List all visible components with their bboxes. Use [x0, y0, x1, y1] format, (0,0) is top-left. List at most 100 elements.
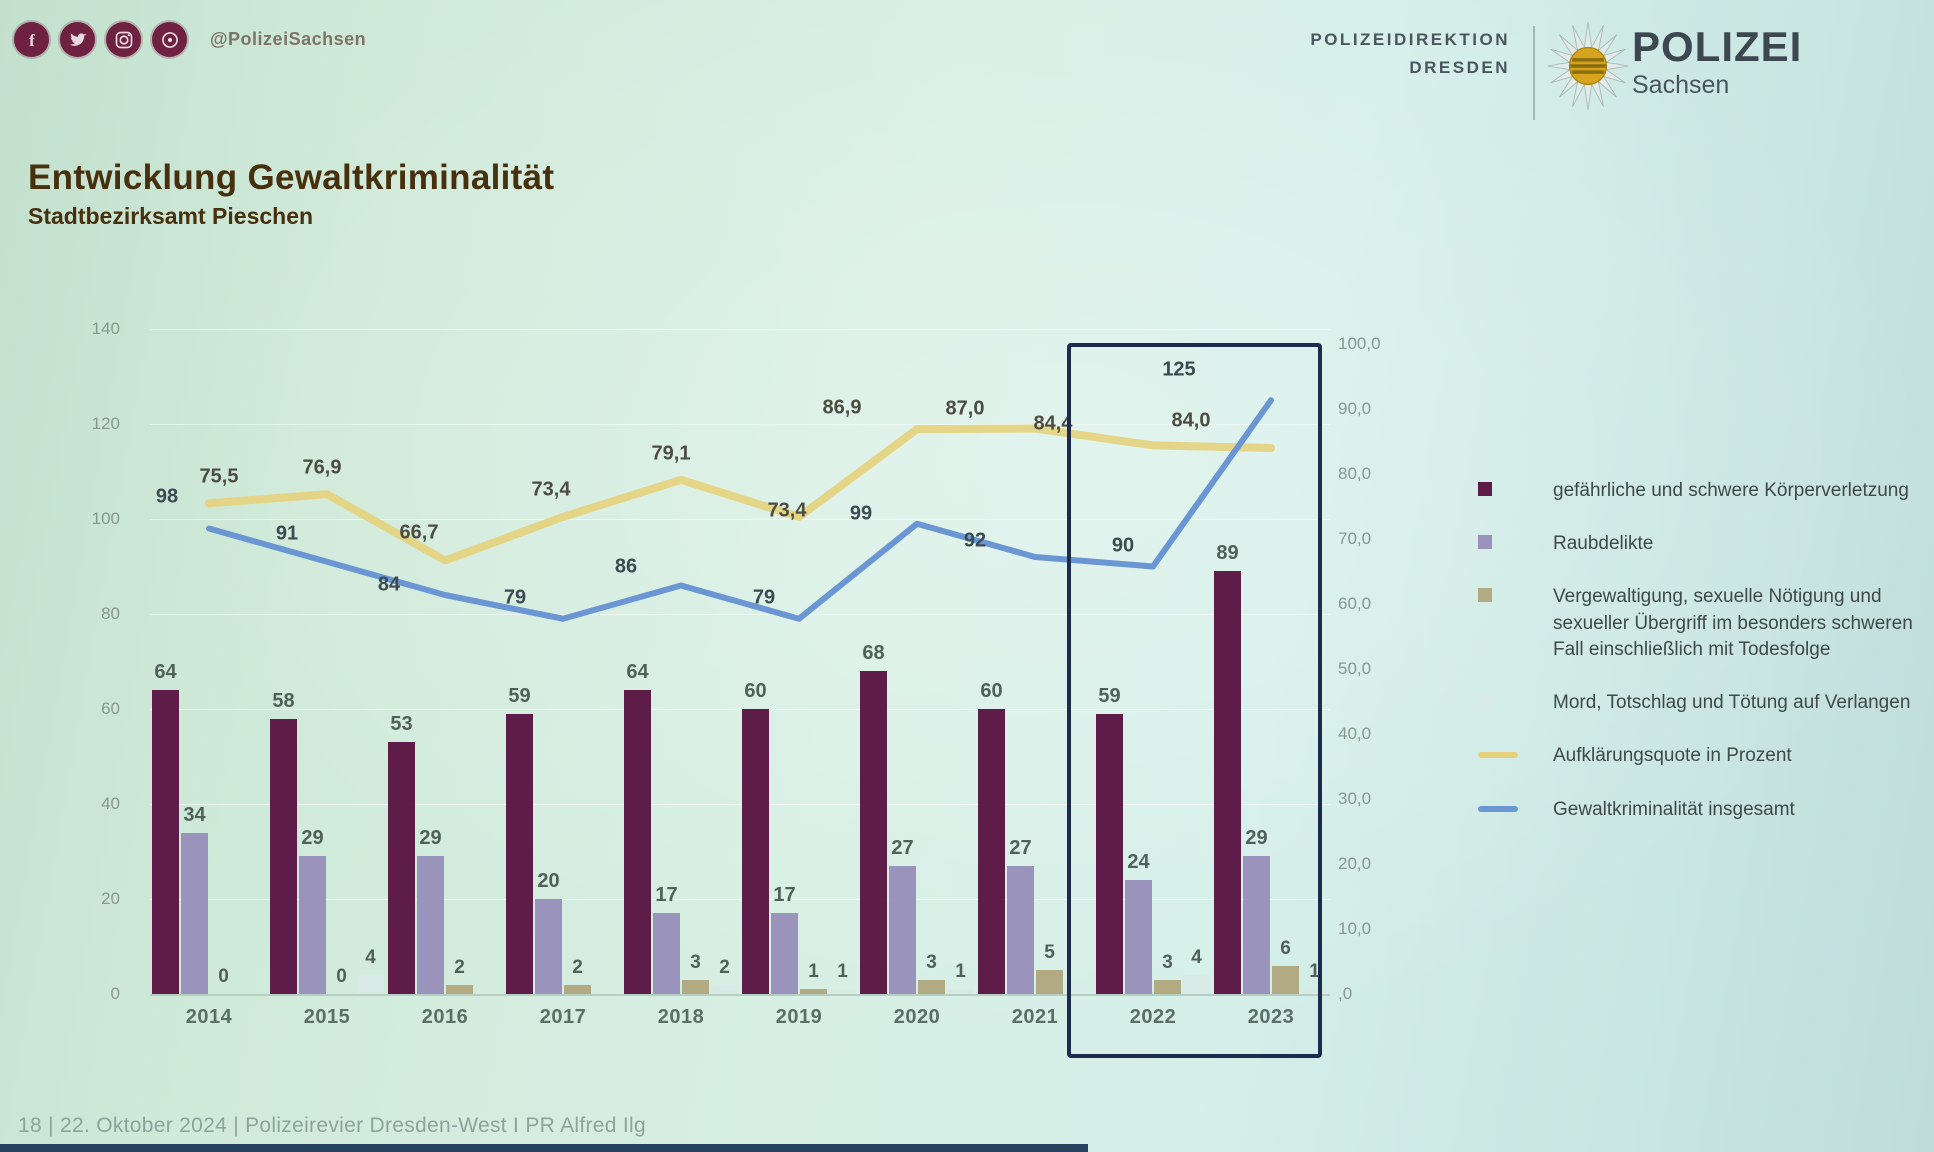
legend-swatch-cell: [1472, 531, 1553, 550]
bar: [1125, 880, 1152, 994]
bar-value-label: 34: [183, 803, 206, 826]
left-axis-tick: 100: [91, 509, 120, 528]
legend-label: Gewaltkriminalität insgesamt: [1553, 798, 1795, 820]
legend-swatch-cell: [1472, 478, 1553, 496]
org-name: POLIZEIDIREKTION DRESDEN: [1310, 30, 1510, 78]
legend-square-swatch: [1478, 694, 1492, 709]
line-value-label: 99: [849, 502, 873, 525]
left-axis-tick: 80: [101, 604, 120, 623]
year-label: 2022: [1129, 1006, 1177, 1028]
bar-value-label: 0: [218, 966, 229, 987]
line-value-label: 92: [963, 529, 987, 552]
org-line2: DRESDEN: [1409, 58, 1510, 77]
bar-value-label: 58: [272, 689, 295, 712]
line-value-label: 76,9: [302, 456, 342, 479]
highlight-box-2022-2023: [1067, 343, 1322, 1058]
right-axis-tick: 10,0: [1338, 919, 1372, 938]
bar: [653, 913, 680, 994]
bar: [742, 709, 769, 994]
bar: [388, 742, 415, 994]
logo-title: POLIZEI: [1632, 23, 1803, 70]
bar-value-label: 17: [773, 884, 796, 907]
police-star-icon: [1544, 18, 1632, 119]
bar: [1301, 989, 1328, 994]
bar-value-label: 4: [1191, 947, 1202, 968]
twitter-icon[interactable]: [60, 22, 95, 57]
right-axis-tick: 70,0: [1338, 529, 1372, 548]
bar: [1154, 979, 1181, 994]
bar-value-label: 60: [744, 680, 767, 702]
bar-value-label: 60: [980, 680, 1003, 702]
org-line1: POLIZEIDIREKTION: [1310, 30, 1510, 49]
left-axis-tick: 40: [101, 794, 120, 813]
line-value-label: 84: [377, 573, 401, 596]
chart-gridline: [150, 329, 1330, 330]
bar-value-label: 64: [626, 661, 649, 683]
facebook-icon[interactable]: f: [14, 22, 49, 57]
brand-divider: [1533, 26, 1535, 120]
year-label: 2020: [893, 1006, 941, 1028]
bar: [1243, 856, 1270, 994]
bar: [152, 690, 179, 994]
line-value-label: 87,0: [945, 397, 985, 419]
legend-square-swatch: [1478, 482, 1492, 496]
bar: [1214, 571, 1241, 994]
right-axis-tick: 20,0: [1338, 854, 1372, 873]
bar-value-label: 2: [572, 956, 583, 978]
bar: [417, 856, 444, 994]
line-value-label: 84,0: [1171, 409, 1211, 432]
bar-value-label: 1: [808, 961, 819, 983]
bar: [889, 865, 916, 994]
messenger-icon[interactable]: [152, 22, 187, 57]
bar-value-label: 1: [955, 961, 966, 983]
bar-value-label: 29: [1245, 827, 1268, 850]
bar-value-label: 1: [837, 961, 848, 983]
social-media-row: f @PolizeiSachsen: [14, 22, 366, 57]
svg-text:f: f: [29, 31, 35, 50]
bar-value-label: 27: [1009, 836, 1032, 859]
year-label: 2014: [185, 1006, 233, 1028]
x-axis-line: [150, 994, 1330, 996]
line-value-label: 79: [752, 586, 776, 609]
instagram-icon[interactable]: [106, 22, 141, 57]
bar-value-label: 59: [508, 684, 531, 707]
bar: [800, 989, 827, 994]
left-axis-tick: 60: [101, 699, 120, 718]
left-axis-tick: 20: [101, 889, 120, 908]
bar-value-label: 20: [537, 870, 560, 892]
chart-gridline: [150, 709, 1330, 710]
bar: [711, 984, 738, 994]
bar: [181, 832, 208, 994]
bar: [1096, 713, 1123, 994]
legend-label: Aufklärungsquote in Prozent: [1553, 745, 1792, 767]
bar: [299, 856, 326, 994]
line-value-label: 84,4: [1033, 412, 1073, 435]
right-axis-tick: 100,0: [1338, 334, 1381, 353]
bar: [535, 899, 562, 994]
bar-value-label: 2: [719, 956, 730, 978]
year-label: 2021: [1011, 1006, 1059, 1028]
bar: [978, 709, 1005, 994]
right-axis-tick: 80,0: [1338, 464, 1372, 483]
bar-value-label: 59: [1098, 684, 1121, 707]
bar: [918, 979, 945, 994]
right-axis-tick: 50,0: [1338, 659, 1372, 678]
police-logo-text: POLIZEI Sachsen: [1632, 26, 1802, 100]
right-axis-tick: 30,0: [1338, 789, 1372, 808]
bar: [357, 975, 384, 994]
logo-subtitle: Sachsen: [1632, 71, 1730, 99]
bar-value-label: 64: [154, 661, 177, 683]
page-subtitle: Stadtbezirksamt Pieschen: [28, 203, 314, 229]
bar-value-label: 3: [1162, 951, 1173, 973]
bar: [771, 913, 798, 994]
bar: [682, 979, 709, 994]
right-axis-tick: 40,0: [1338, 724, 1372, 743]
bar: [446, 984, 473, 994]
year-label: 2015: [303, 1006, 351, 1028]
line-value-label: 75,5: [199, 465, 239, 488]
line-value-label: 73,4: [531, 478, 571, 501]
legend-line-swatch: [1478, 805, 1518, 812]
bar: [860, 671, 887, 994]
